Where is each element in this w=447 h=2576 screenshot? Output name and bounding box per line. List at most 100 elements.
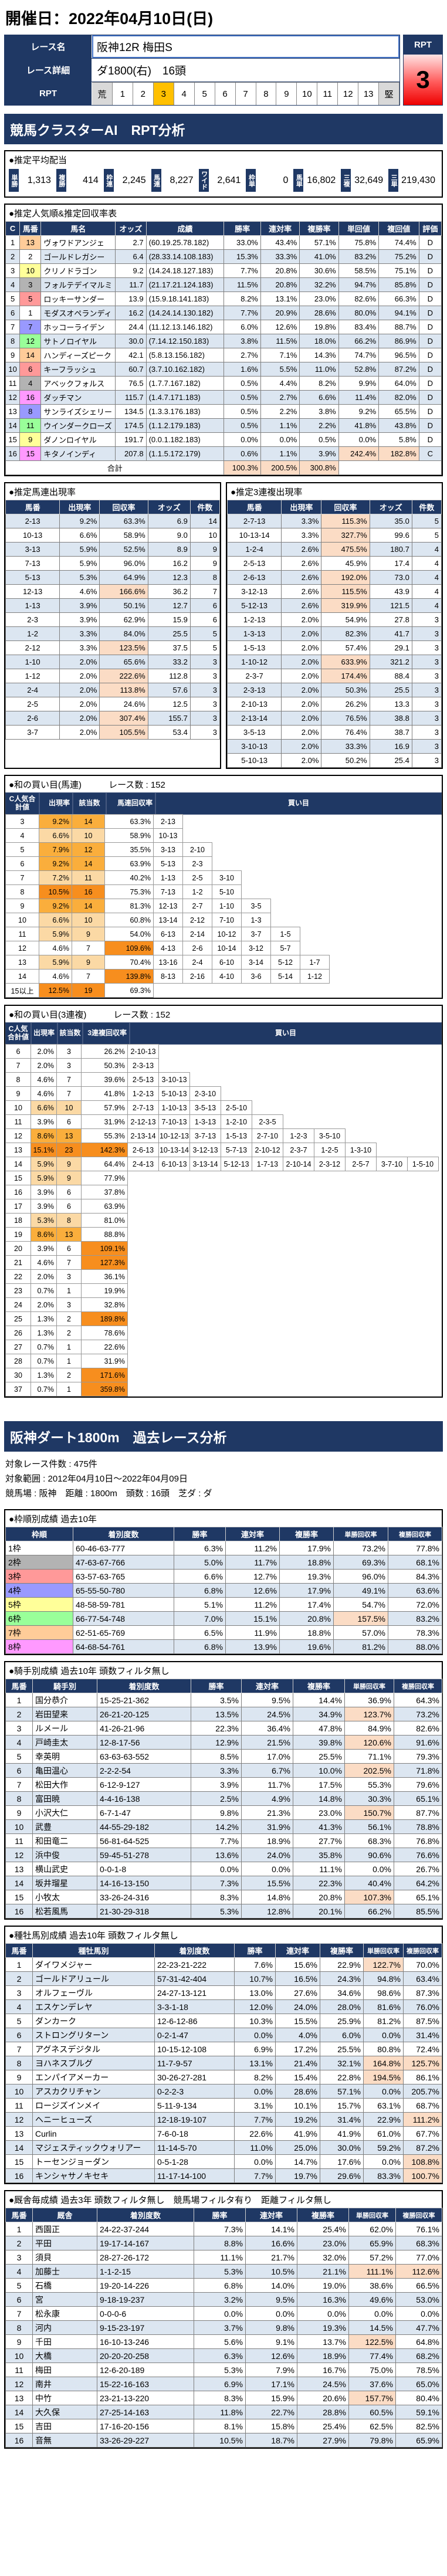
bet-combo: 2-6-13 [127,1143,159,1157]
column-header: 勝率 [194,2208,246,2223]
record: 5-11-9-134 [154,2098,235,2113]
count: 1 [56,1354,82,1368]
payout-value: 16,802 [307,175,336,185]
combo: 1-10 [5,655,60,669]
return-rate: 359.8% [81,1382,128,1397]
fuku-rate: 14.4% [293,1693,345,1708]
ren-rate: 24.0% [241,1848,293,1863]
fuku-rate: 34.9% [293,1707,345,1722]
count: 1 [56,1382,82,1397]
occurrence-rate: 2.0% [281,753,322,768]
rpt-tab-6[interactable]: 6 [215,82,236,105]
count: 6 [189,598,221,613]
record: 23-21-13-220 [97,2391,194,2406]
payout-title: ●推定平均配当 [9,155,67,165]
win-rate: 3.7% [194,2320,246,2336]
tan-return: 57.2% [348,2250,396,2265]
rpt-badge-value: 3 [404,55,442,105]
popularity-sum: 18 [5,1213,31,1228]
bet-combo: 2-10 [182,842,212,857]
fuku-return: 67.7% [403,2126,442,2141]
occurrence-rate: 7.2% [39,870,72,885]
payout-item: 三単 219,430 [388,169,438,192]
count: 7 [189,584,221,599]
fuku-rate: 32.2% [299,277,339,292]
rpt-tab-11[interactable]: 11 [317,82,338,105]
horse-number: 13 [5,2126,33,2141]
sire-table: 馬番 種牡馬別 着別度数 勝率 連対率 複勝率 単勝回収率 複勝回収率 1 ダイワメジャー 22-2… [5,1943,442,2184]
rpt-tab-荒[interactable]: 荒 [92,82,113,105]
popularity-sum: 28 [5,1354,31,1368]
tan-return: 66.2% [344,1904,394,1919]
rpt-tab-9[interactable]: 9 [276,82,297,105]
fuku-rate: 27.9% [297,2433,349,2448]
fuku-rate: 28.6% [299,306,339,320]
odds: 9.0 [147,528,191,543]
stat-row: 2 平田 19-17-14-167 8.8% 16.6% 23.0% 65.9% 68.3% [5,2236,442,2251]
win-rate: 5.1% [174,1597,226,1612]
count: 6 [56,1185,82,1199]
fuku-rate: 41.0% [299,249,339,264]
return-rate: 50.1% [99,598,148,613]
wa-row: 10 6.6% 10 57.9% 2-7-13 1-10-13 3-5-13 2-5-10 [5,1100,442,1115]
combo: 2-6 [5,711,60,726]
fuku-rate: 57.1% [299,235,339,250]
entity-name: 岩田望来 [32,1707,97,1722]
tan-return: 9.9% [338,376,380,391]
rpt-tab-1[interactable]: 1 [112,82,133,105]
ren-rate: 19.2% [275,2112,320,2127]
entity-name: 南井 [32,2377,97,2392]
return-rate: 78.6% [81,1326,128,1340]
occurrence-rate: 6.6% [39,913,72,927]
rpt-tab-2[interactable]: 2 [133,82,154,105]
c-rank: 4 [5,277,21,292]
count: 7 [56,1086,82,1101]
c-rank: 14 [5,418,21,433]
combo-row: 10-13 6.6% 58.9% 9.0 10 [5,528,221,543]
win-rate: 7.0% [174,1611,226,1626]
rpt-tab-12[interactable]: 12 [338,82,359,105]
popularity-sum: 8 [5,1072,31,1087]
wa-row: 9 4.6% 7 41.8% 1-2-13 5-10-13 2-3-10 [5,1086,442,1101]
fuku-rate: 18.9% [297,2348,349,2364]
occurrence-rate: 3.9% [31,1114,57,1129]
column-header: 厩舎 [32,2208,97,2223]
rpt-tab-8[interactable]: 8 [256,82,277,105]
ren-rate: 25.0% [275,2140,320,2155]
ren-rate: 1.1% [260,418,300,433]
record: 11-7-9-57 [154,2056,235,2071]
combo: 2-3 [5,612,60,627]
win-rate: 2.5% [191,1791,242,1806]
rpt-tab-4[interactable]: 4 [174,82,195,105]
payout-value: 8,227 [170,175,194,185]
rpt-tab-10[interactable]: 10 [297,82,318,105]
rpt-tab-7[interactable]: 7 [235,82,256,105]
win-rate: 8.5% [191,1749,242,1764]
stat-row: 4枠 65-55-50-780 6.8% 12.6% 17.9% 49.1% 63.6% [5,1583,442,1598]
fuku-rate: 47.8% [293,1721,345,1736]
return-rate: 57.9% [81,1100,128,1115]
win-rate: 33.0% [223,235,261,250]
combo: 2-13 [5,514,60,528]
tan-return: 65.9% [348,2236,396,2251]
rpt-tab-3[interactable]: 3 [153,82,174,105]
stat-row: 8 ヨハネスブルグ 11-7-9-57 13.1% 21.4% 32.1% 164.8% 12… [5,2056,442,2071]
bet-combo: 1-13 [153,870,183,885]
popularity-sum: 25 [5,1311,31,1326]
fuku-return: 73.2% [394,1707,442,1722]
combo-row: 2-10-13 2.0% 26.2% 13.3 3 [226,697,442,711]
rpt-tab-堅[interactable]: 堅 [379,82,400,105]
record: (11.12.13.146.182) [145,320,225,334]
record: 4-4-16-138 [97,1791,191,1806]
record: 11-17-14-100 [154,2168,235,2184]
fuku-rate: 18.8% [279,1625,334,1640]
entity-name: 小牧太 [32,1890,97,1905]
combo-row: 2-13-14 2.0% 76.5% 38.8 3 [226,711,442,726]
wa-umaren-title-text: ●和の買い目(馬連) [9,780,82,790]
horse-row: 2 2 ゴールドレガシー 6.4 (28.33.14.108.183) 15.3% 33.3… [5,249,442,264]
rpt-tab-13[interactable]: 13 [358,82,380,105]
odds: 17.4 [369,556,412,571]
rpt-tab-5[interactable]: 5 [194,82,215,105]
ren-rate: 24.0% [275,1999,320,2015]
record: 12-18-19-107 [154,2112,235,2127]
